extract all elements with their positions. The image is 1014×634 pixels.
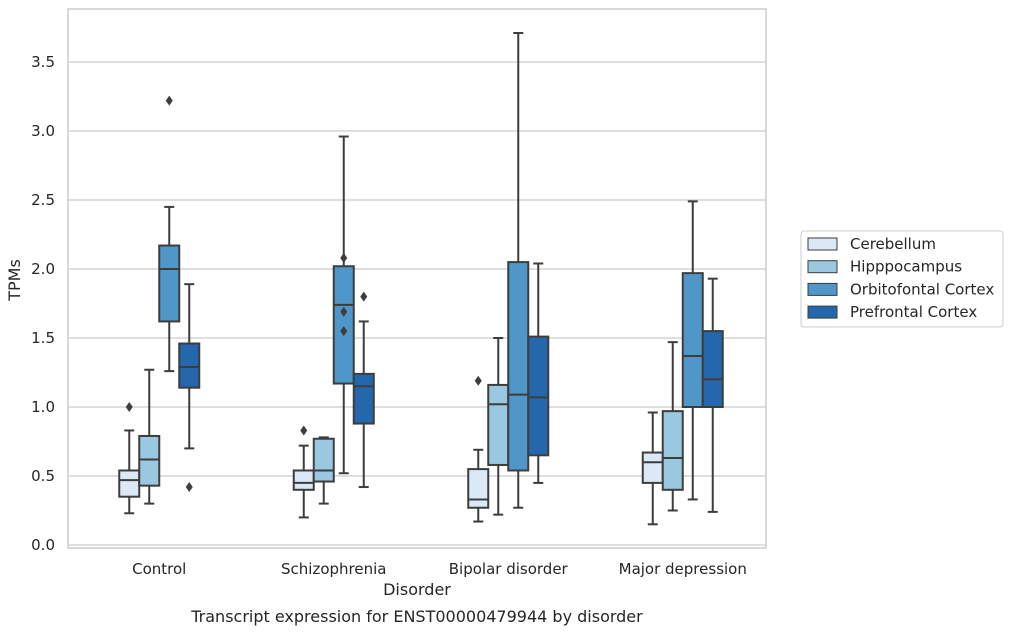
box-iqr bbox=[332, 265, 355, 385]
box-0-3 bbox=[641, 411, 664, 526]
x-tick-label: Major depression bbox=[619, 560, 747, 578]
box-elements bbox=[118, 32, 724, 526]
box-2-0 bbox=[158, 95, 181, 373]
box-1-1 bbox=[312, 436, 335, 505]
box-0-2 bbox=[467, 375, 490, 523]
box-2-1 bbox=[332, 135, 355, 475]
box-iqr bbox=[661, 410, 684, 491]
box-iqr bbox=[352, 372, 375, 425]
legend-label: Cerebellum bbox=[850, 235, 936, 253]
box-2-2 bbox=[507, 32, 530, 509]
chart-title: Transcript expression for ENST0000047994… bbox=[190, 607, 643, 626]
y-tick-label: 2.0 bbox=[31, 260, 55, 278]
outlier-point bbox=[185, 482, 193, 493]
box-3-3 bbox=[701, 277, 724, 513]
plot-area-frame bbox=[67, 8, 767, 549]
box-iqr bbox=[292, 469, 315, 491]
box-3-1 bbox=[352, 291, 375, 489]
box-iqr bbox=[158, 244, 181, 323]
box-0-0 bbox=[118, 402, 141, 515]
box-iqr bbox=[701, 330, 724, 409]
box-iqr bbox=[312, 437, 335, 483]
y-tick-labels: 0.0 0.5 1.0 1.5 2.0 2.5 3.0 3.5 bbox=[31, 53, 55, 554]
box-3-0 bbox=[178, 283, 201, 493]
box-1-3 bbox=[661, 341, 684, 512]
y-axis-label: TPMs bbox=[5, 259, 24, 302]
legend: Cerebellum Hipppocampus Orbitofontal Corte… bbox=[800, 230, 1004, 328]
outlier-point bbox=[340, 306, 348, 317]
x-tick-label: Schizophrenia bbox=[281, 560, 386, 578]
box-1-0 bbox=[138, 368, 161, 505]
box-0-1 bbox=[292, 425, 315, 519]
legend-swatch bbox=[807, 260, 838, 274]
outlier-point bbox=[165, 95, 173, 106]
legend-label: Orbitofontal Cortex bbox=[850, 280, 994, 298]
gridlines bbox=[68, 61, 766, 546]
x-tick-label: Control bbox=[132, 560, 186, 578]
x-tick-labels: Control Schizophrenia Bipolar disorder Majo… bbox=[132, 560, 747, 578]
legend-swatch bbox=[807, 282, 838, 296]
box-iqr bbox=[527, 335, 550, 457]
x-tick-label: Bipolar disorder bbox=[449, 560, 569, 578]
y-tick-label: 0.0 bbox=[31, 536, 55, 554]
legend-swatch bbox=[807, 237, 838, 251]
legend-frame bbox=[800, 230, 1004, 328]
legend-swatch bbox=[807, 305, 838, 319]
legend-label: Hipppocampus bbox=[850, 258, 962, 276]
y-tick-label: 0.5 bbox=[31, 467, 55, 485]
box-iqr bbox=[507, 261, 530, 472]
outlier-point bbox=[474, 375, 482, 386]
y-tick-label: 1.0 bbox=[31, 398, 55, 416]
x-axis-label: Disorder bbox=[383, 580, 451, 599]
box-2-3 bbox=[681, 200, 704, 501]
box-1-2 bbox=[487, 337, 510, 516]
box-iqr bbox=[467, 468, 490, 509]
box-iqr bbox=[641, 451, 664, 484]
outlier-point bbox=[300, 425, 308, 436]
box-iqr bbox=[681, 272, 704, 409]
box-iqr bbox=[487, 383, 510, 466]
outlier-point bbox=[360, 291, 368, 302]
box-iqr bbox=[178, 342, 201, 389]
outlier-point bbox=[340, 326, 348, 337]
outlier-point bbox=[340, 252, 348, 263]
outlier-point bbox=[125, 402, 133, 412]
y-tick-label: 1.5 bbox=[31, 329, 55, 347]
box-3-2 bbox=[527, 262, 550, 484]
y-tick-label: 3.0 bbox=[31, 122, 55, 140]
legend-label: Prefrontal Cortex bbox=[850, 303, 977, 321]
y-tick-label: 2.5 bbox=[31, 191, 55, 209]
y-tick-label: 3.5 bbox=[31, 53, 55, 71]
box-iqr bbox=[138, 434, 161, 487]
box-iqr bbox=[118, 469, 141, 498]
